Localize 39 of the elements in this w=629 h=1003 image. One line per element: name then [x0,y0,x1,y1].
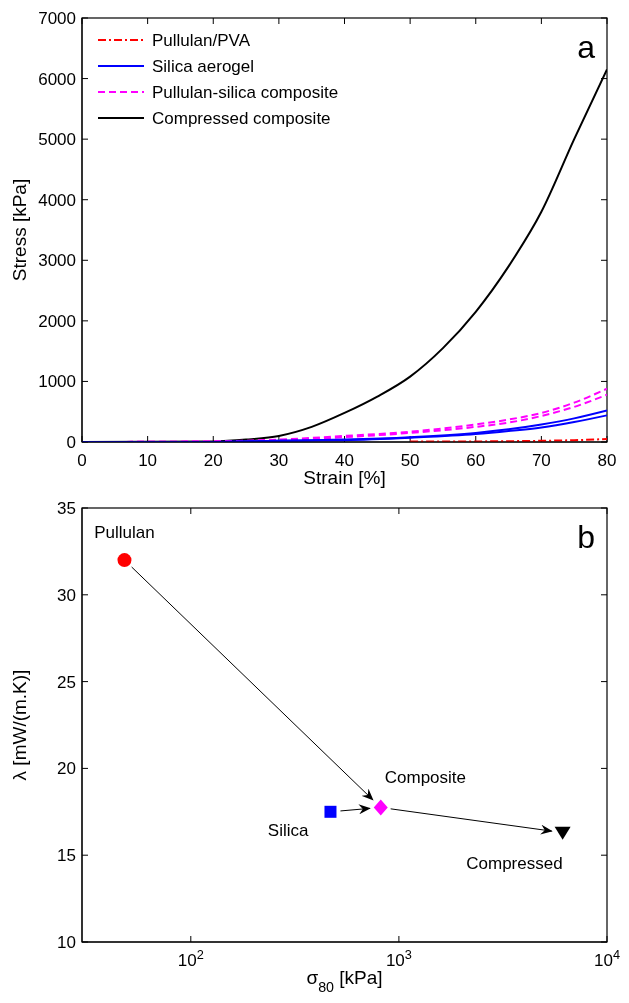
y-tick-label: 15 [57,846,76,866]
y-tick-label: 7000 [38,8,76,28]
legend-label: Pullulan/PVA [152,30,251,50]
y-tick-label: 6000 [38,69,76,89]
series-label: Silica [267,820,310,840]
series-label: Composite [384,768,467,788]
annotation: a [577,29,596,65]
y-axis-title: Stress [kPa] [9,178,30,282]
annotation: b [577,519,595,555]
y-tick-label: 35 [57,498,76,518]
x-tick-label: 80 [597,451,617,470]
x-tick-label: 50 [400,451,420,470]
y-tick-label: 4000 [38,190,76,210]
x-tick-label: 10 [138,451,158,470]
x-tick-label: 60 [466,451,486,470]
x-tick-label: 30 [269,451,289,470]
y-tick-label: 20 [57,759,76,779]
x-axis-title: σ$_{80}$ [kPa] [306,967,383,995]
y-tick-label: 3000 [38,251,76,271]
x-tick-label: 70 [531,451,551,470]
y-tick-label: 30 [57,585,76,605]
x-tick-label: 20 [203,451,223,470]
legend-label: Compressed [466,853,563,873]
y-tick-label: 0 [66,432,76,452]
y-tick-label: 5000 [38,130,76,150]
series-label: Pullulan [94,523,155,543]
y-tick-label: 1000 [38,372,76,392]
x-tick-label: 10$^{2}$ [177,946,204,970]
legend-label: Pullulan-silica composite [152,82,339,102]
y-axis-title: λ [mW/(m.K)] [9,669,30,781]
legend-label: Silica aerogel [152,56,255,76]
x-axis-title: Strain [%] [303,467,386,488]
y-tick-label: 10 [57,932,76,952]
legend-label: Compressed composite [152,108,331,128]
x-tick-label: 40 [335,451,354,470]
y-tick-label: 2000 [38,311,76,331]
y-tick-label: 25 [57,672,76,692]
x-tick-label: 10$^{3}$ [385,946,412,970]
x-tick-label: 10$^{4}$ [593,946,621,970]
